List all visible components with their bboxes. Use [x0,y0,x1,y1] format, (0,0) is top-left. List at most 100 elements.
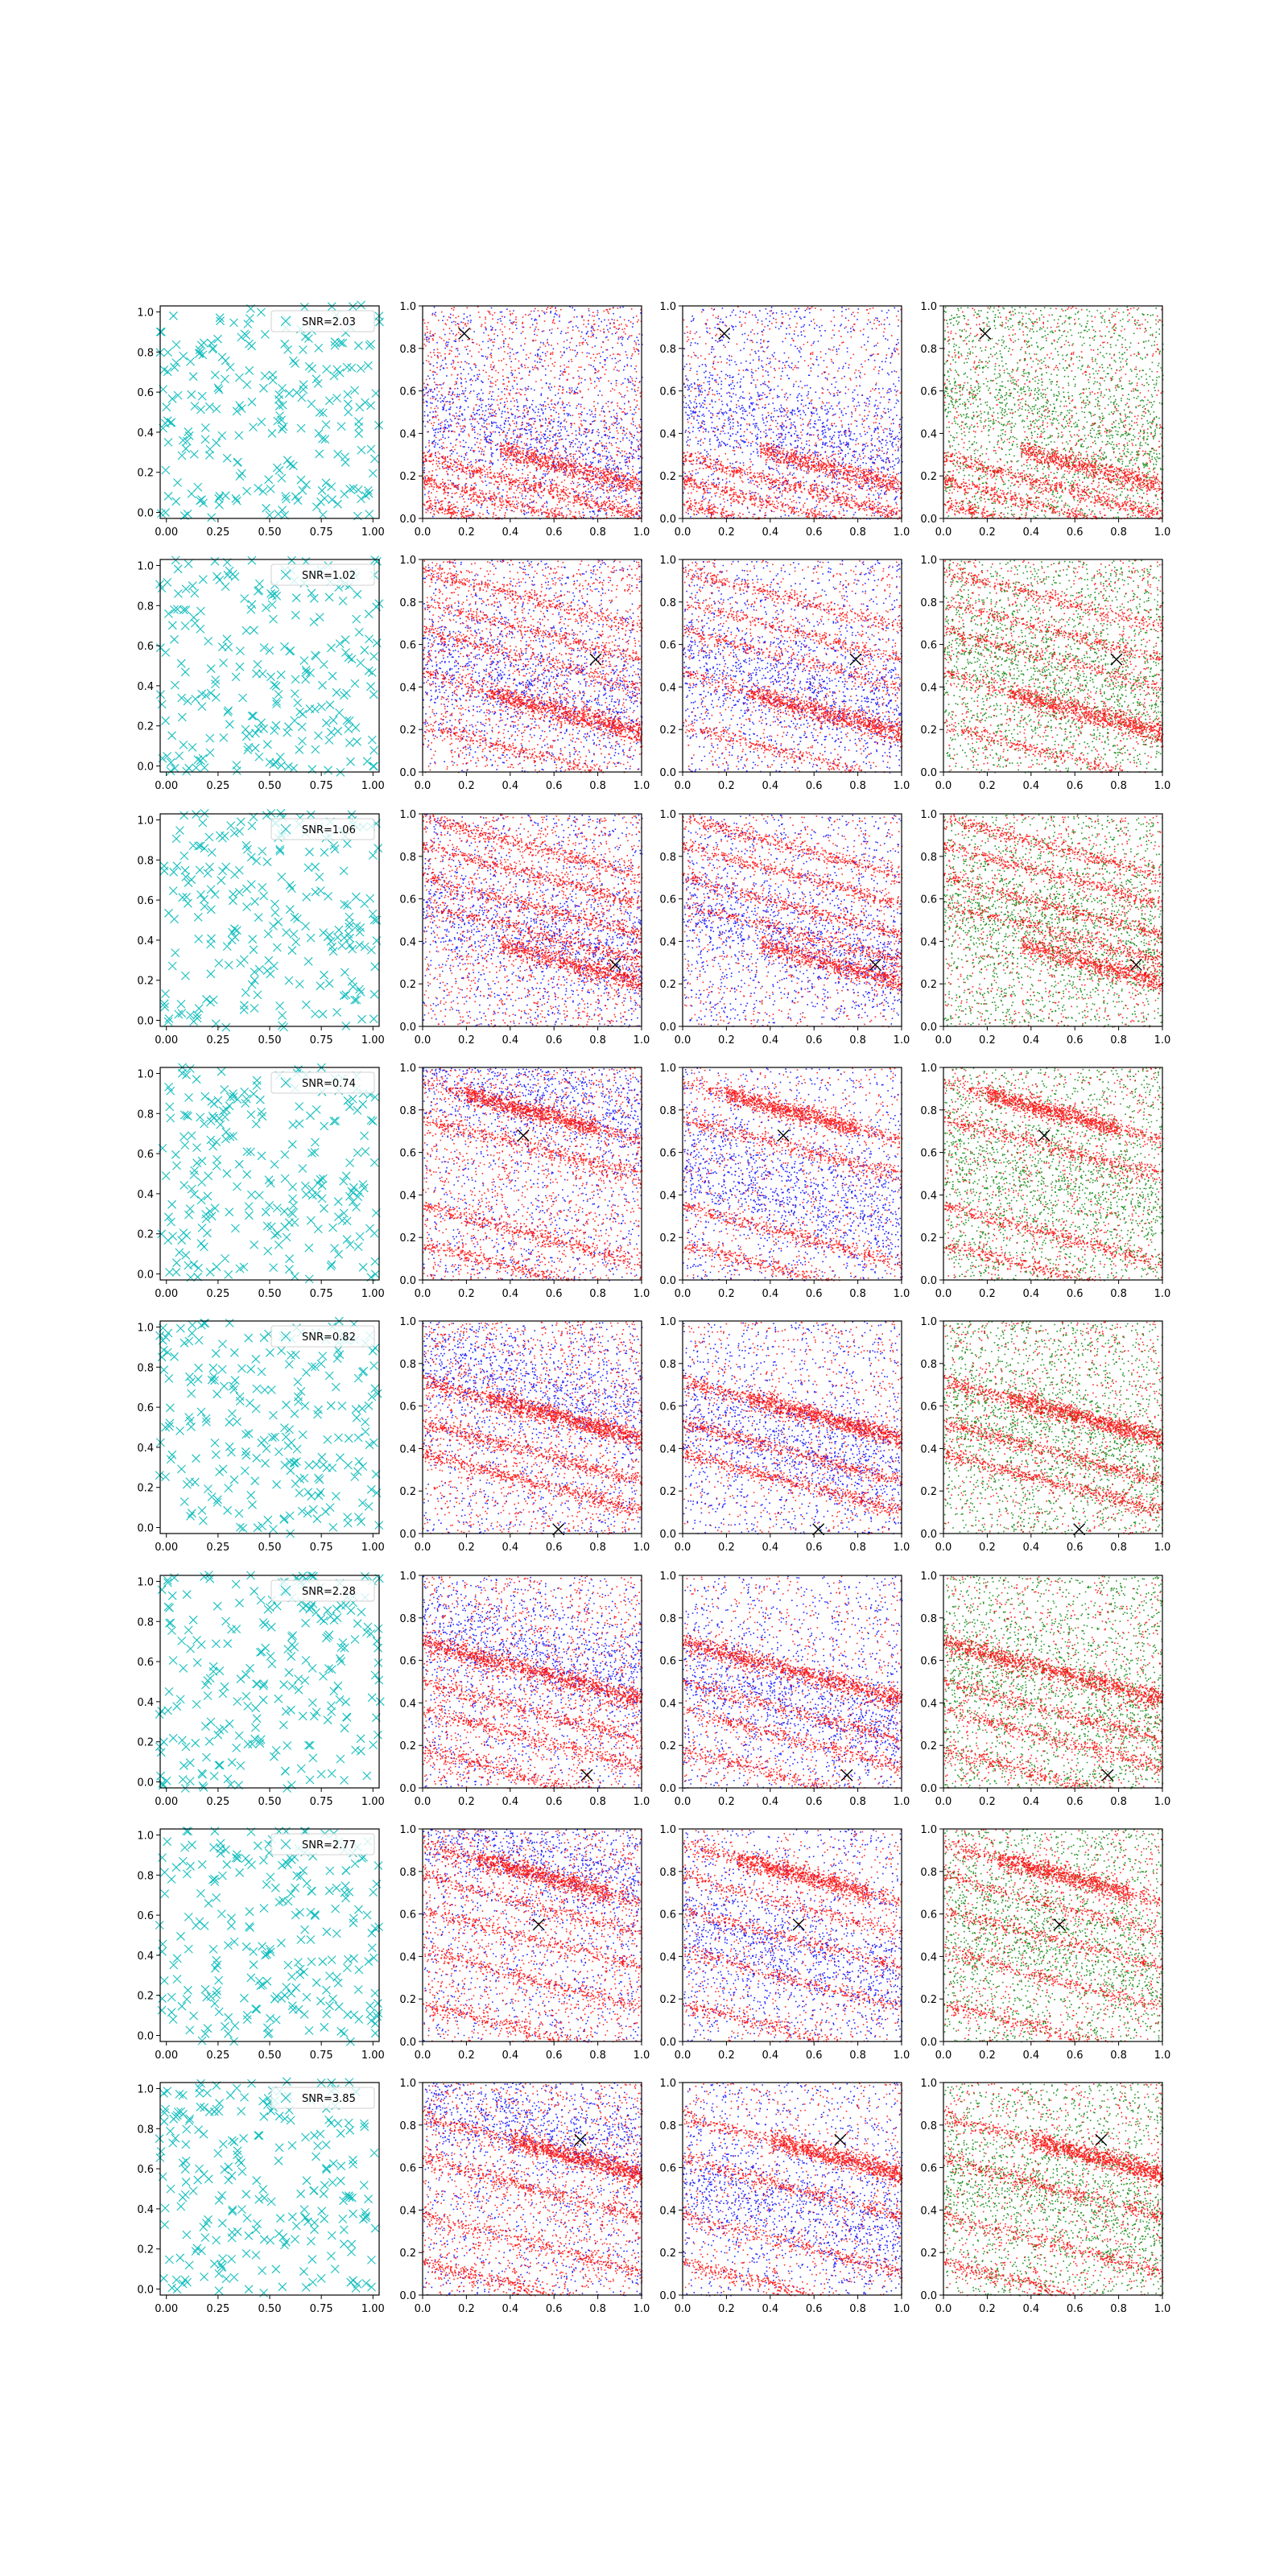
y-tick-label: 1.0 [399,301,416,313]
red-points-bands [943,1076,1164,1282]
panel-cyan-scatter-row-4: SNR=0.74 0.00 0.25 0.50 0.75 1.00 0.0 0.2 0.4 0.6… [137,1063,385,1300]
blue-points [423,814,643,1027]
panel-points-row-1-col-3: 0.0 0.2 0.4 0.6 0.8 1.0 0.0 0.2 0.4 0.6 0.8 1.0 [659,301,910,539]
y-tick-label: 0.2 [920,471,937,483]
y-tick-label: 0.8 [399,344,416,356]
y-tick-label: 0.6 [399,386,416,398]
y-tick-label: 0.0 [137,1523,154,1535]
legend-marker [280,2092,291,2103]
y-tick-label: 0.6 [920,894,937,906]
panel-points-row-6-col-3: 0.0 0.2 0.4 0.6 0.8 1.0 0.0 0.2 0.4 0.6 0.8 1.0 [659,1571,910,1808]
x-tick-label: 0.2 [718,1034,735,1046]
x-tick-label: 0.00 [155,1542,178,1554]
axes-frame [943,1320,1163,1534]
y-tick-label: 0.0 [659,1275,676,1287]
x-tick-label: 1.0 [634,1796,650,1808]
y-tick-label: 0.8 [137,855,154,867]
y-tick-label: 0.4 [920,936,937,948]
target-x-marker [574,2133,587,2146]
y-tick-label: 0.2 [920,1232,937,1245]
legend: SNR=2.03 [270,310,375,332]
cyan-x-markers [159,808,383,1032]
x-tick-label: 0.6 [546,2050,563,2062]
target-x-marker [1038,1129,1051,1141]
y-tick-label: 0.4 [137,1189,154,1201]
panel-points-row-5-col-2: 0.0 0.2 0.4 0.6 0.8 1.0 0.0 0.2 0.4 0.6 0.8 1.0 [399,1316,650,1554]
y-tick-label: 0.6 [659,1909,676,1922]
x-tick-label: 0.6 [1067,1034,1084,1046]
y-tick-label: 0.8 [920,1105,937,1117]
x-tick-label: 0.25 [206,1542,229,1554]
x-tick-label: 0.00 [155,526,178,539]
target-x-marker [1129,958,1142,971]
panel-points-row-3-col-3: 0.0 0.2 0.4 0.6 0.8 1.0 0.0 0.2 0.4 0.6 0.8 1.0 [659,809,910,1046]
y-tick-label: 0.6 [920,386,937,398]
blue-points [683,559,903,774]
axes-frame [682,1575,902,1789]
y-tick-label: 0.6 [659,894,676,906]
x-tick-label: 0.0 [415,1796,431,1808]
y-tick-label: 0.8 [920,852,937,864]
y-tick-label: 0.4 [399,682,416,694]
x-tick-label: 0.2 [718,780,735,792]
green-points [943,1575,1164,1790]
x-tick-label: 0.6 [806,1034,823,1046]
y-tick-label: 0.8 [137,1108,154,1121]
x-tick-label: 0.2 [979,1542,996,1554]
y-tick-label: 0.8 [920,1613,937,1625]
y-tick-label: 0.0 [399,2290,416,2302]
legend-marker [280,316,291,327]
x-tick-label: 0.6 [1067,1288,1084,1300]
x-tick-label: 0.6 [1067,2050,1084,2062]
x-tick-label: 0.6 [806,780,823,792]
y-tick-label: 0.4 [920,1190,937,1202]
x-tick-label: 0.0 [675,1542,691,1554]
x-tick-label: 1.00 [361,526,385,539]
y-tick-label: 1.0 [659,1063,676,1075]
x-tick-label: 0.8 [849,2303,866,2315]
axes-frame [682,2082,902,2296]
legend-label: SNR=0.82 [302,1331,356,1344]
x-tick-label: 0.0 [675,1288,691,1300]
x-tick-label: 0.6 [546,1796,563,1808]
x-tick-label: 0.6 [1067,2303,1084,2315]
x-tick-label: 0.6 [546,1034,563,1046]
y-tick-label: 0.8 [659,344,676,356]
y-tick-label: 0.6 [399,640,416,652]
x-tick-label: 0.25 [206,780,229,792]
y-tick-label: 1.0 [399,809,416,821]
x-tick-label: 0.6 [806,2303,823,2315]
panel-cyan-scatter-row-7: SNR=2.77 0.00 0.25 0.50 0.75 1.00 0.0 0.2 0.4 0.6… [137,1827,385,2062]
y-tick-label: 0.8 [920,2120,937,2132]
green-points [943,306,1164,520]
target-x-marker [552,1523,565,1536]
legend-box [270,1071,375,1094]
x-tick-label: 0.50 [258,1542,282,1554]
panel-points-row-3-col-4: 0.0 0.2 0.4 0.6 0.8 1.0 0.0 0.2 0.4 0.6 0.8 1.0 [920,809,1170,1046]
x-tick-label: 1.0 [1154,1796,1171,1808]
x-tick-label: 0.2 [979,1288,996,1300]
axes-frame [943,559,1163,773]
y-tick-label: 1.0 [659,2078,676,2090]
red-points-background [423,1067,643,1282]
legend-box [270,564,375,586]
x-tick-label: 0.0 [675,526,691,539]
x-tick-label: 1.0 [634,1288,650,1300]
x-tick-label: 1.0 [894,526,910,539]
x-tick-label: 0.8 [849,1542,866,1554]
y-tick-label: 0.6 [659,1402,676,1414]
axes-frame [682,559,902,773]
x-tick-label: 0.0 [415,1542,431,1554]
legend-box [270,2087,375,2109]
legend-box [270,1325,375,1348]
x-tick-label: 0.0 [415,1034,431,1046]
axes-frame [159,305,380,519]
y-tick-label: 0.6 [659,1148,676,1160]
x-tick-label: 1.0 [894,1034,910,1046]
cyan-x-markers [155,1316,384,1538]
x-tick-label: 0.4 [762,2050,778,2062]
y-tick-label: 1.0 [659,555,676,567]
x-tick-label: 0.8 [1110,1796,1127,1808]
red-points-bands [423,2107,643,2297]
x-tick-label: 0.4 [502,2050,518,2062]
